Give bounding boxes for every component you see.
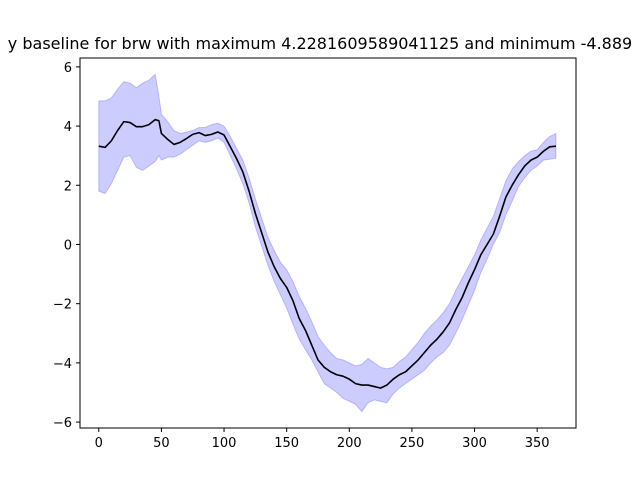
x-tick-label: 50 [153, 436, 170, 451]
y-tick-label: −2 [53, 298, 72, 313]
band-area [98, 73, 557, 413]
x-tick-label: 0 [95, 436, 103, 451]
axes-frame [79, 57, 577, 429]
y-axis: −6 −4 −2 0 2 4 6 [53, 61, 80, 431]
y-tick-label: 2 [64, 179, 72, 194]
mean-line [98, 118, 557, 389]
y-tick-label: −4 [53, 357, 72, 372]
y-tick-label: 4 [64, 120, 72, 135]
y-tick-label: −6 [53, 416, 72, 431]
x-tick-label: 100 [212, 436, 237, 451]
plot-area [98, 73, 557, 413]
x-tick-label: 250 [400, 436, 425, 451]
x-tick-label: 150 [274, 436, 299, 451]
x-tick-label: 300 [462, 436, 487, 451]
x-tick-label: 200 [337, 436, 362, 451]
y-tick-label: 0 [64, 238, 72, 253]
y-tick-label: 6 [64, 61, 72, 76]
chart-title: y baseline for brw with maximum 4.228160… [8, 34, 632, 53]
x-axis: 0 50 100 150 200 250 300 350 [95, 428, 550, 451]
x-tick-label: 350 [525, 436, 550, 451]
